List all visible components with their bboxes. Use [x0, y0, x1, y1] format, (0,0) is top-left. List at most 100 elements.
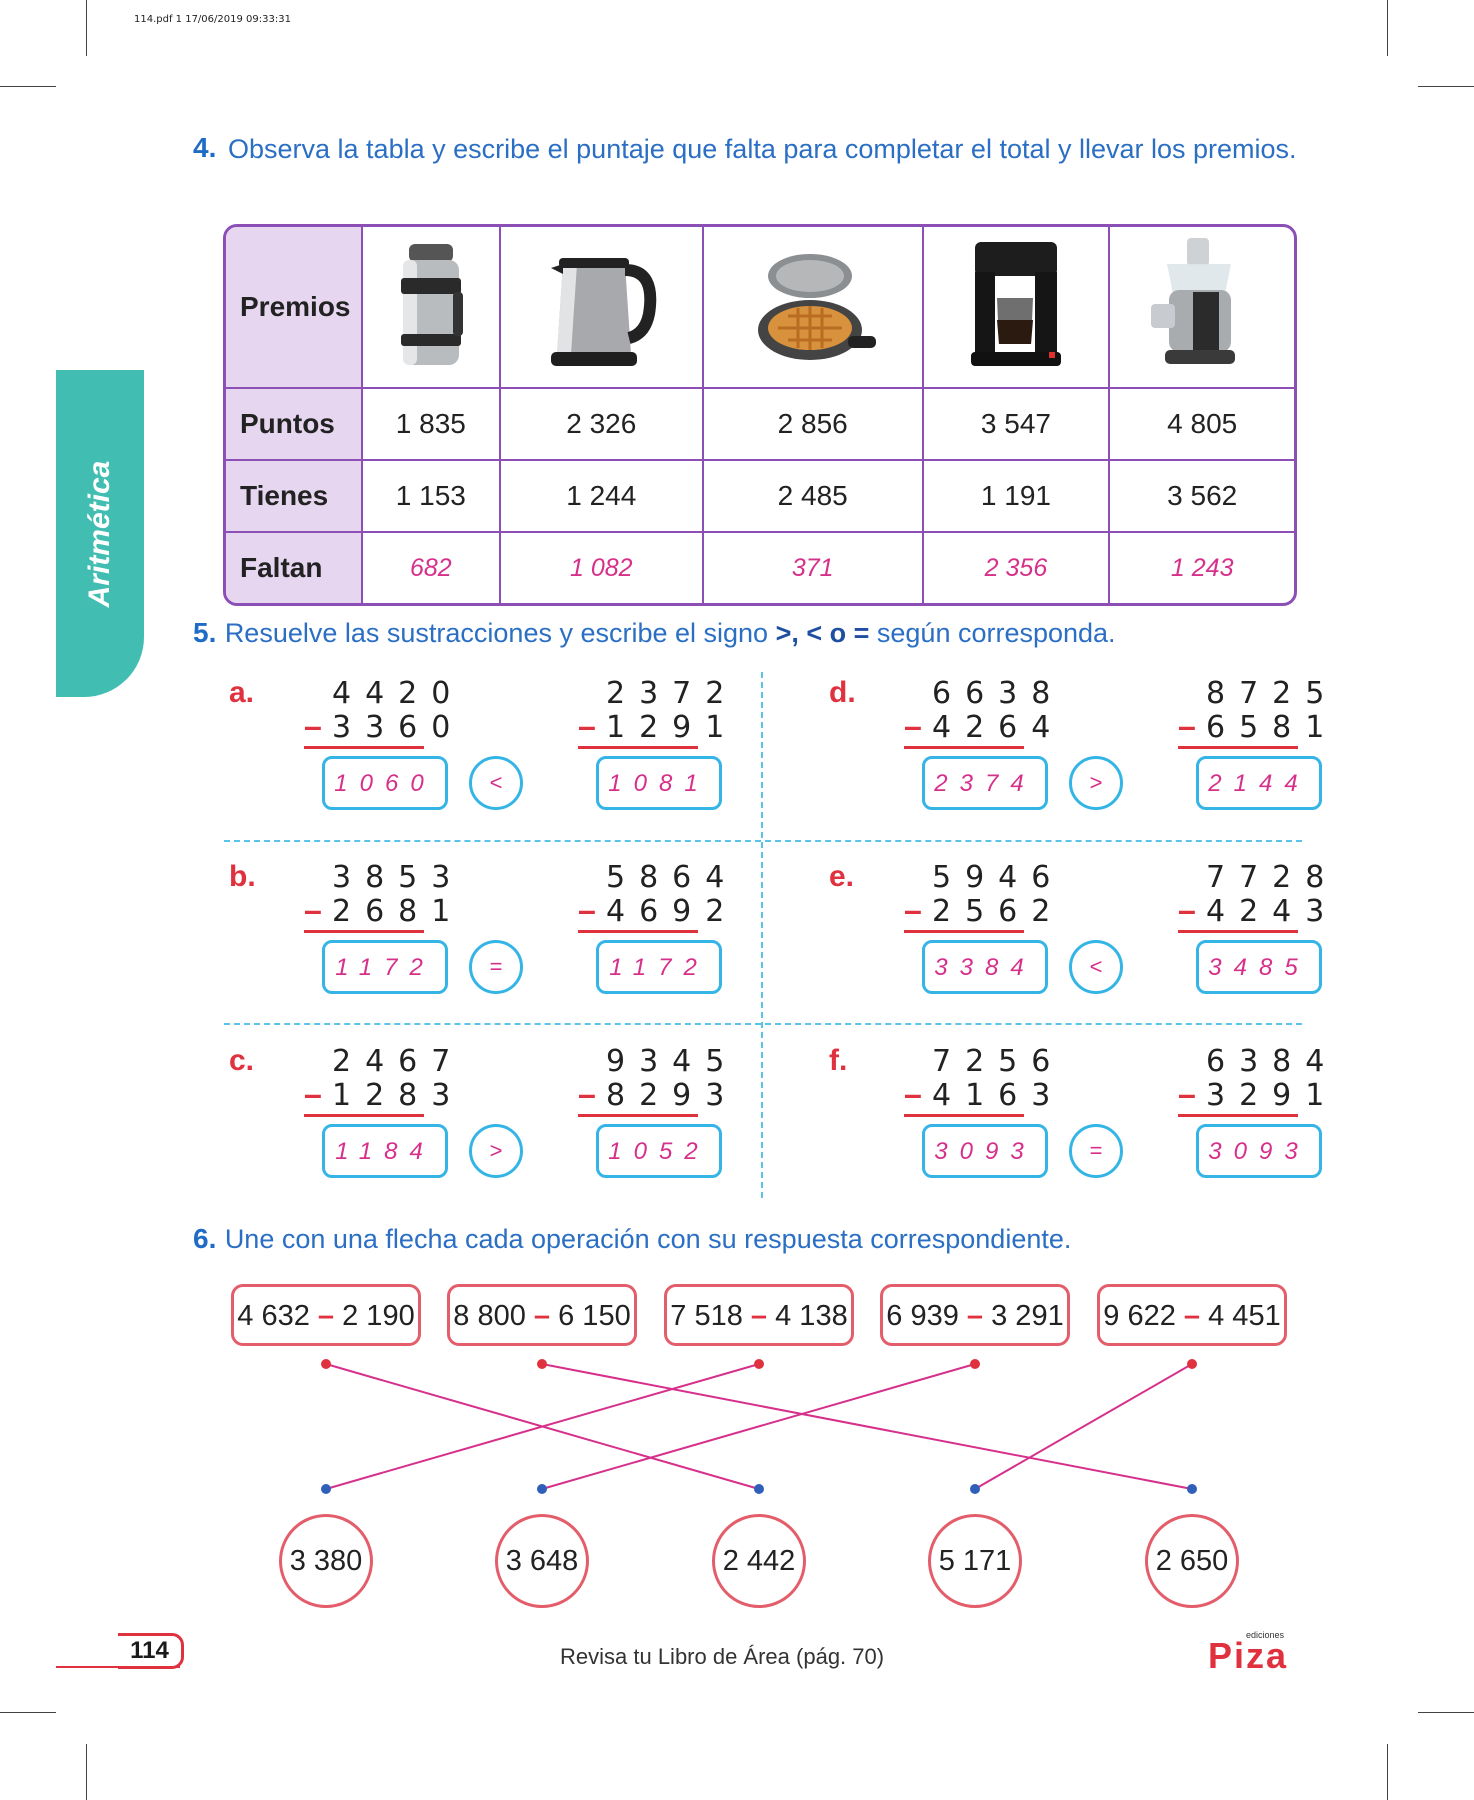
- result-dot: [1187, 1484, 1197, 1494]
- answer-box[interactable]: 1081: [596, 756, 722, 810]
- comparison-sign[interactable]: =: [469, 940, 523, 994]
- juicer-icon: [1110, 227, 1294, 389]
- faltan-answer-cell[interactable]: 682: [363, 533, 501, 603]
- minuend: 7728: [1206, 860, 1339, 895]
- item-label: b.: [229, 860, 256, 893]
- item-label: e.: [829, 860, 855, 893]
- result-circle[interactable]: 5 171: [928, 1514, 1022, 1608]
- minuend: 5864: [606, 860, 739, 895]
- subtrahend: 1291: [606, 710, 739, 745]
- minuend: 7256: [932, 1044, 1065, 1079]
- publisher-logo: ediciones Piza: [1208, 1630, 1288, 1674]
- operation-box[interactable]: 8 800 – 6 150: [447, 1284, 637, 1346]
- side-tab: Aritmética: [56, 370, 144, 697]
- result-circle[interactable]: 3 380: [279, 1514, 373, 1608]
- operation-box[interactable]: 9 622 – 4 451: [1097, 1284, 1287, 1346]
- kettle-icon: [500, 227, 704, 389]
- item-label: d.: [829, 676, 856, 709]
- faltan-answer-cell[interactable]: 1 243: [1170, 553, 1234, 582]
- question-6: 6. Une con una flecha cada operación con…: [193, 1222, 1071, 1257]
- comparison-sign[interactable]: >: [1069, 756, 1123, 810]
- tienes-cell: 2 485: [703, 461, 924, 533]
- question-text-signs: >, < o =: [775, 618, 870, 648]
- operand-a: 7 518: [670, 1300, 743, 1332]
- operation-box[interactable]: 4 632 – 2 190: [231, 1284, 421, 1346]
- connection-line: [325, 1363, 760, 1490]
- tienes-cell: 1 244: [500, 461, 704, 533]
- minuend: 2467: [332, 1044, 465, 1079]
- prize-table: Premios: [223, 224, 1297, 606]
- item-label: f.: [829, 1044, 848, 1077]
- operation-dot: [537, 1359, 547, 1369]
- question-text: Observa la tabla y escribe el puntaje qu…: [228, 134, 1297, 164]
- row-header-faltan: Faltan: [226, 533, 363, 603]
- thermos-icon: [363, 227, 501, 389]
- answer-box[interactable]: 3093: [922, 1124, 1048, 1178]
- question-text: Une con una flecha cada operación con su…: [224, 1224, 1072, 1254]
- minus-sign: –: [742, 1300, 776, 1332]
- minuend: 6384: [1206, 1044, 1339, 1079]
- crop-mark: [1387, 1744, 1388, 1800]
- crop-mark: [1418, 1712, 1474, 1713]
- subtrahend: 6581: [1206, 710, 1339, 745]
- operand-a: 6 939: [886, 1300, 959, 1332]
- minus-sign: –: [904, 708, 922, 744]
- grid-separator: [224, 840, 1302, 842]
- answer-box[interactable]: 1052: [596, 1124, 722, 1178]
- answer-box[interactable]: 1172: [596, 940, 722, 994]
- crop-mark: [1418, 86, 1474, 87]
- comparison-sign[interactable]: =: [1069, 1124, 1123, 1178]
- minus-sign: –: [1178, 708, 1196, 744]
- footer-reference: Revisa tu Libro de Área (pág. 70): [560, 1644, 885, 1669]
- result-line: [578, 930, 698, 933]
- crop-mark: [1387, 0, 1388, 56]
- page-number: 114: [118, 1633, 184, 1669]
- operand-b: 6 150: [558, 1300, 631, 1332]
- faltan-answer-cell[interactable]: 1 082: [501, 533, 704, 603]
- answer-box[interactable]: 2144: [1196, 756, 1322, 810]
- comparison-sign[interactable]: <: [469, 756, 523, 810]
- operation-dot: [970, 1359, 980, 1369]
- grid-separator: [224, 1023, 1302, 1025]
- minuend: 9345: [606, 1044, 739, 1079]
- answer-box[interactable]: 1172: [322, 940, 448, 994]
- row-header-puntos: Puntos: [226, 389, 363, 461]
- result-line: [304, 746, 424, 749]
- faltan-answer-cell[interactable]: 371: [704, 533, 924, 603]
- answer-box[interactable]: 3093: [1196, 1124, 1322, 1178]
- tienes-cell: 1 153: [363, 461, 501, 533]
- result-line: [1178, 746, 1298, 749]
- operand-b: 3 291: [991, 1300, 1064, 1332]
- result-circle[interactable]: 2 650: [1145, 1514, 1239, 1608]
- minuend: 8725: [1206, 676, 1339, 711]
- logo-small-text: ediciones: [1246, 1630, 1285, 1640]
- answer-box[interactable]: 1060: [322, 756, 448, 810]
- operation-dot: [754, 1359, 764, 1369]
- question-4: 4. Observa la tabla y escribe el puntaje…: [193, 132, 1300, 167]
- minuend: 4420: [332, 676, 465, 711]
- operand-b: 4 138: [775, 1300, 848, 1332]
- result-circle[interactable]: 3 648: [495, 1514, 589, 1608]
- answer-box[interactable]: 3384: [922, 940, 1048, 994]
- row-header-premios: Premios: [226, 227, 363, 389]
- result-dot: [970, 1484, 980, 1494]
- operation-box[interactable]: 6 939 – 3 291: [880, 1284, 1070, 1346]
- minus-sign: –: [904, 1076, 922, 1112]
- comparison-sign[interactable]: <: [1069, 940, 1123, 994]
- result-line: [1178, 930, 1298, 933]
- result-circle[interactable]: 2 442: [712, 1514, 806, 1608]
- operation-box[interactable]: 7 518 – 4 138: [664, 1284, 854, 1346]
- item-label: c.: [229, 1044, 255, 1077]
- answer-box[interactable]: 2374: [922, 756, 1048, 810]
- minus-sign: –: [578, 1076, 596, 1112]
- minus-sign: –: [309, 1300, 343, 1332]
- result-line: [578, 1114, 698, 1117]
- comparison-sign[interactable]: >: [469, 1124, 523, 1178]
- answer-box[interactable]: 1184: [322, 1124, 448, 1178]
- operand-b: 4 451: [1208, 1300, 1281, 1332]
- faltan-answer-cell[interactable]: 2 356: [924, 533, 1111, 603]
- tienes-cell: 3 562: [1110, 461, 1294, 533]
- result-line: [904, 746, 1024, 749]
- answer-box[interactable]: 3485: [1196, 940, 1322, 994]
